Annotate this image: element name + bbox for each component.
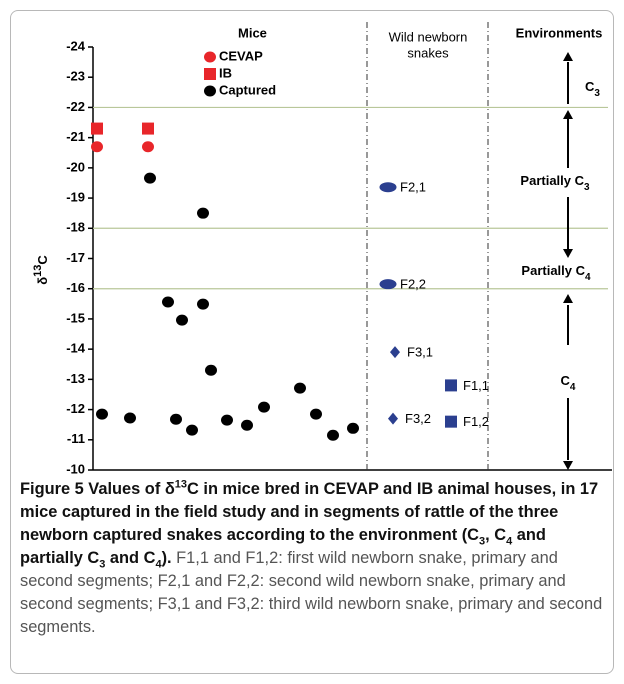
point bbox=[204, 85, 216, 97]
point bbox=[142, 122, 154, 135]
label-part: Partially C bbox=[521, 263, 585, 278]
y-tick-label: -19 bbox=[66, 190, 85, 205]
label-part: 3 bbox=[584, 182, 590, 193]
legend-title: Mice bbox=[238, 25, 267, 40]
label-part: Partially C bbox=[520, 173, 584, 188]
caption-text: Figure 5 Values of δ bbox=[20, 480, 175, 498]
caption-text: and partially C bbox=[20, 526, 546, 567]
caption-text: 3 bbox=[99, 558, 106, 571]
y-tick-label: -17 bbox=[66, 250, 85, 265]
y-tick-label: -24 bbox=[66, 38, 86, 53]
point bbox=[205, 364, 217, 376]
point bbox=[347, 422, 359, 434]
point bbox=[91, 122, 103, 135]
point bbox=[170, 413, 182, 425]
environment-label: Partially C3 bbox=[520, 173, 590, 193]
point bbox=[445, 415, 457, 428]
caption-text: 13 bbox=[174, 478, 188, 491]
point bbox=[379, 182, 397, 193]
label-part: 4 bbox=[585, 272, 591, 283]
legend-label: Captured bbox=[219, 82, 276, 97]
point bbox=[258, 401, 270, 413]
point bbox=[186, 424, 198, 436]
point bbox=[379, 279, 397, 290]
label-part: C bbox=[585, 79, 595, 94]
point bbox=[294, 382, 306, 394]
y-tick-label: -12 bbox=[66, 401, 85, 416]
point bbox=[142, 141, 154, 153]
point bbox=[388, 412, 398, 425]
point bbox=[445, 379, 457, 392]
point-label: F3,2 bbox=[405, 411, 431, 426]
point bbox=[310, 408, 322, 420]
caption-text: F1,1 and F1,2: first wild newborn snake,… bbox=[20, 549, 603, 636]
legend-label: CEVAP bbox=[219, 48, 263, 63]
point bbox=[124, 412, 136, 424]
point-label: F3,1 bbox=[407, 345, 433, 360]
snakes-title: Wild newborn bbox=[389, 29, 468, 44]
snakes-title: snakes bbox=[407, 45, 449, 60]
point bbox=[204, 68, 216, 80]
arrow-head bbox=[563, 461, 573, 470]
label-part: 4 bbox=[570, 382, 576, 393]
caption-text: 4 bbox=[155, 558, 162, 571]
point bbox=[221, 414, 233, 426]
label-part: C bbox=[35, 255, 50, 265]
point bbox=[176, 314, 188, 326]
y-tick-label: -22 bbox=[66, 99, 85, 114]
point bbox=[162, 296, 174, 308]
arrow-head bbox=[563, 52, 573, 61]
label-part: 13 bbox=[32, 265, 44, 277]
label-part: C bbox=[561, 373, 571, 388]
y-tick-label: -10 bbox=[66, 461, 85, 476]
point bbox=[96, 408, 108, 420]
caption-text: , C bbox=[485, 526, 507, 544]
y-tick-label: -14 bbox=[66, 341, 86, 356]
y-tick-label: -16 bbox=[66, 280, 85, 295]
caption-text: 4 bbox=[506, 535, 513, 548]
legend-label: IB bbox=[219, 65, 232, 80]
arrow-head bbox=[563, 249, 573, 258]
point bbox=[390, 346, 400, 359]
point bbox=[197, 207, 209, 219]
chart: -24 -23 -22 -21 -20 -19 -18 -17 -16 -15 -14 -13 -12 -… bbox=[32, 22, 612, 476]
y-tick-label: -11 bbox=[67, 431, 85, 446]
y-tick-label: -13 bbox=[66, 371, 85, 386]
point bbox=[241, 419, 253, 431]
caption-text: ). bbox=[161, 549, 172, 567]
y-tick-label: -18 bbox=[66, 220, 85, 235]
caption-text: 3 bbox=[479, 535, 486, 548]
label-part: 3 bbox=[594, 88, 600, 99]
caption-text: C in mice bred in CEVAP and IB animal ho… bbox=[20, 480, 599, 544]
point-label: F1,1 bbox=[463, 378, 489, 393]
point bbox=[204, 51, 216, 63]
y-axis-label: δ13C bbox=[32, 255, 51, 285]
environment-label: C4 bbox=[561, 373, 576, 393]
arrow-head bbox=[563, 110, 573, 119]
caption: Figure 5 Values of δ13C in mice bred in … bbox=[20, 478, 608, 639]
caption-text: and C bbox=[105, 549, 156, 567]
point bbox=[91, 141, 103, 153]
point-label: F1,2 bbox=[463, 414, 489, 429]
point bbox=[197, 298, 209, 310]
environment-label: Partially C4 bbox=[521, 263, 591, 283]
environment-label: C3 bbox=[585, 79, 600, 99]
y-tick-label: -21 bbox=[66, 129, 85, 144]
figure-frame bbox=[10, 10, 614, 674]
point-label: F2,2 bbox=[400, 277, 426, 292]
arrow-head bbox=[563, 294, 573, 303]
y-tick-label: -23 bbox=[66, 69, 85, 84]
point bbox=[327, 429, 339, 441]
label-part: δ bbox=[35, 277, 50, 285]
environments-title: Environments bbox=[516, 25, 603, 40]
y-tick-label: -20 bbox=[66, 159, 85, 174]
y-tick-label: -15 bbox=[66, 310, 85, 325]
point-label: F2,1 bbox=[400, 180, 426, 195]
point bbox=[144, 172, 156, 184]
